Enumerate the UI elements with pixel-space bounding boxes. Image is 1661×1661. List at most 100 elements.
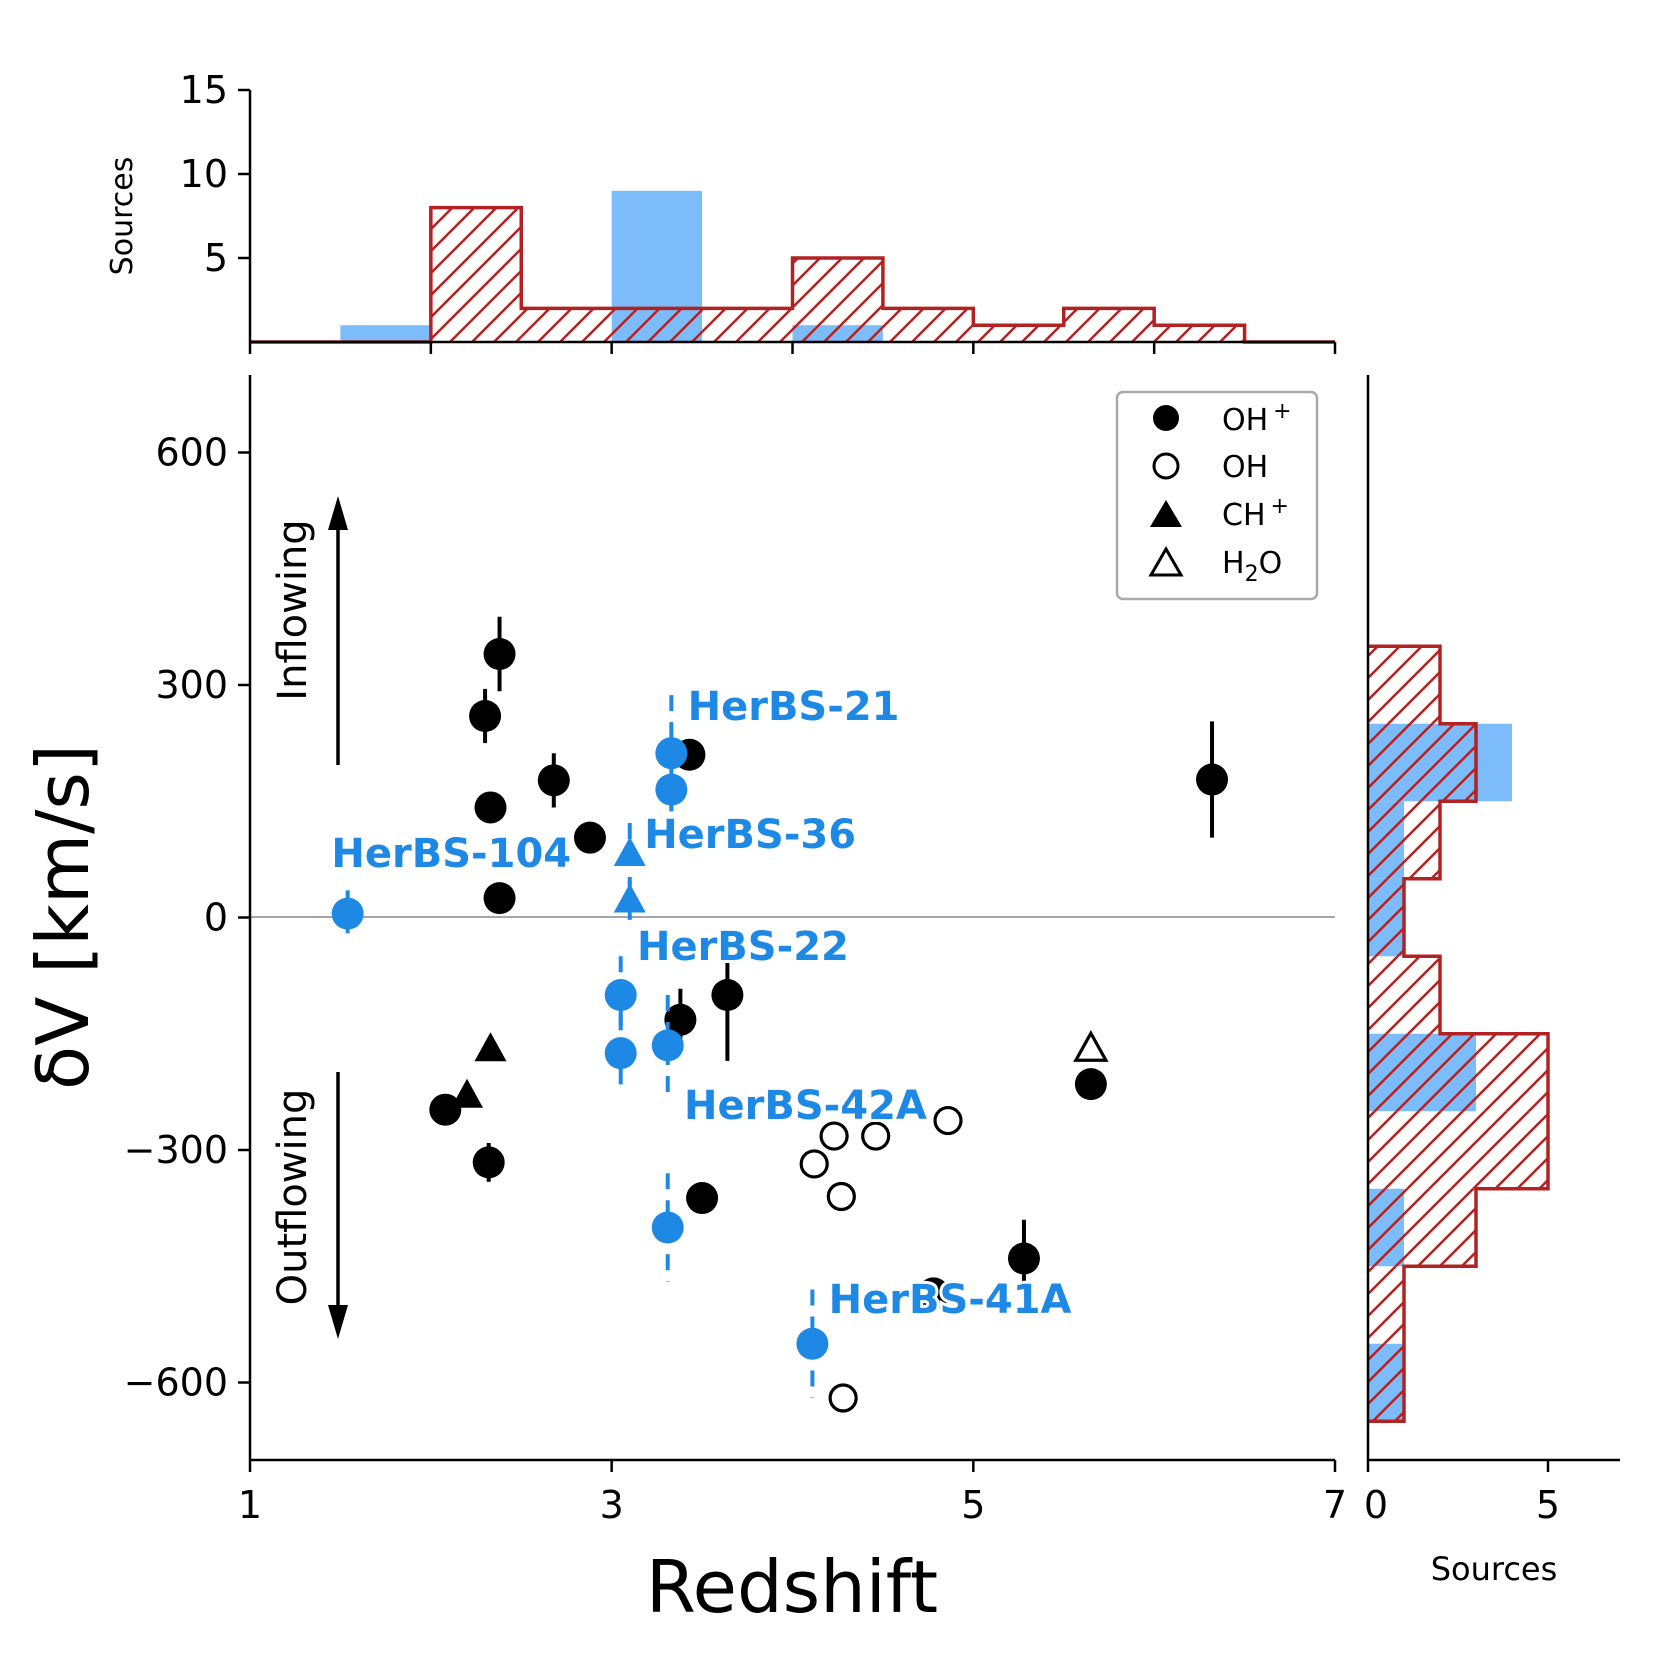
data-point [819,1121,849,1151]
inflow-annotation: Inflowing [270,496,348,765]
top-hist-y-ticks: 5 10 15 [180,68,250,280]
x-tick-label: 3 [600,1483,624,1527]
data-point [483,638,516,670]
data-point [604,1037,637,1070]
data-point [796,1327,829,1360]
source-label: HerBS-42A [684,1083,927,1129]
literature-hist-hatch [1368,723,1476,802]
literature-hist-outline [250,205,1335,344]
literature-hist-hatch [1063,308,1155,342]
data-point [483,882,516,915]
literature-hist-hatch [792,258,883,342]
source-label: HerBS-21 [688,684,900,730]
main-scatter: HerBS-21 HerBS-36 HerBS-104 HerBS-22 HerBS-4… [21,375,1347,1629]
source-label: HerBS-104 [331,831,571,877]
x-tick-label: 1 [238,1483,262,1527]
top-y-tick-label: 5 [204,236,228,280]
legend-ch-plus-label: CH + [1222,494,1289,533]
legend-oh-label: OH [1222,450,1268,485]
data-point [573,821,606,854]
x-tick-label: 5 [961,1483,985,1527]
data-point [686,1182,719,1215]
literature-hist-hatch [1368,646,1440,724]
top-y-tick-label: 15 [180,68,228,112]
inflow-text: Inflowing [270,519,316,700]
right-hist-xlabel: Sources [1431,1550,1558,1588]
data-point [651,1029,684,1062]
literature-hist-hatch [521,308,612,342]
y-tick-label: 300 [155,663,228,707]
top-histogram: 5 10 15 Sources [105,68,1337,354]
literature-hist-hatch [430,207,522,342]
literature-hist-outline [1368,644,1550,1423]
outflow-annotation: Outflowing [270,1072,348,1339]
data-point [472,1146,505,1179]
legend-oh-plus-marker [1153,405,1179,431]
legend-h2o-marker [1148,545,1184,577]
data-point [651,1211,684,1244]
legend-ch-plus-marker [1150,500,1182,527]
data-point [474,1032,507,1062]
legend-h2o-label: H2O [1222,546,1282,587]
top-hist-ylabel: Sources [105,157,140,276]
literature-hist-hatch [1154,325,1245,342]
literature-hist-hatch [1368,1188,1476,1267]
data-point [826,1181,856,1212]
y-tick-label: −300 [124,1128,228,1172]
source-label: HerBS-36 [644,812,856,858]
scatter-points [331,616,1229,1413]
data-point [1196,763,1229,796]
data-point [711,979,744,1011]
literature-hist-hatch [1368,878,1404,957]
literature-hist-hatch [1368,1033,1548,1112]
main-y-ticks: −600 −300 0 300 600 [124,431,250,1405]
data-point [1007,1242,1040,1275]
data-point [613,883,646,913]
source-labels: HerBS-21 HerBS-36 HerBS-104 HerBS-22 HerBS-4… [328,681,1074,1326]
legend-oh-plus-label: OH + [1222,399,1292,438]
data-point [474,791,507,824]
y-tick-label: −600 [124,1361,228,1405]
data-point [655,773,688,806]
legend: OH + OH CH + H2O [1115,390,1319,601]
right-x-tick-label: 5 [1536,1483,1560,1527]
data-point [331,897,364,930]
data-point [469,700,502,732]
main-x-ticks: 1 3 5 7 [238,1460,1347,1527]
top-y-tick-label: 10 [180,152,228,196]
literature-hist-hatch [1368,1266,1404,1344]
y-tick-label: 600 [155,431,228,475]
data-point [1074,1068,1107,1101]
literature-hist-hatch [1368,956,1440,1034]
inflow-arrowhead [328,496,348,530]
y-tick-label: 0 [204,896,228,940]
data-point [451,1078,483,1108]
data-point [933,1105,963,1136]
legend-frame [1115,390,1319,601]
data-point [664,1003,697,1036]
data-point [655,737,688,770]
source-label: HerBS-22 [637,924,849,970]
data-point [613,836,646,866]
data-point [604,979,637,1011]
literature-hist-hatch [1368,1111,1548,1189]
y-axis-label: δV [km/s] [21,744,105,1090]
top-hist-x-ticks [248,342,1337,354]
literature-hist-hatch [702,308,793,342]
literature-hist-hatch [973,325,1064,342]
x-tick-label: 7 [1323,1483,1347,1527]
data-point [429,1093,462,1126]
outflow-arrowhead [328,1305,348,1339]
x-axis-label: Redshift [646,1545,938,1629]
literature-hist-hatch [1368,801,1440,879]
data-point [1073,1029,1109,1062]
top-histogram-bars [250,190,1335,344]
literature-hist-hatch [882,308,974,342]
data-point [799,1149,829,1179]
source-label: HerBS-41A [829,1277,1072,1323]
data-point [828,1383,858,1413]
literature-hist-hatch [611,308,703,342]
right-histogram-bars [1368,644,1550,1423]
